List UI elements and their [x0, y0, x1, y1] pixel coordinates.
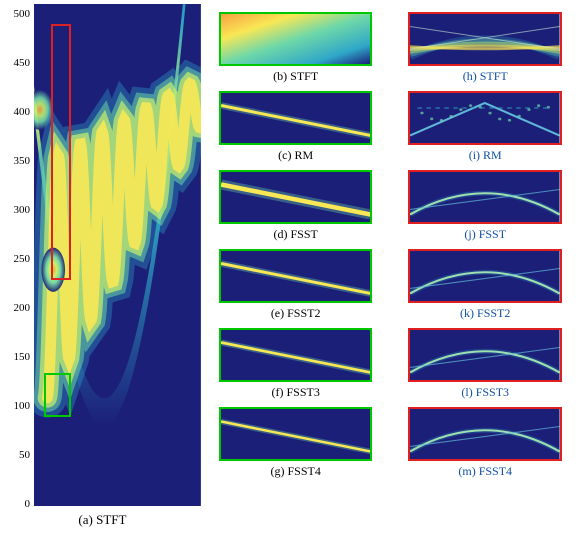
- ytick: 250: [14, 253, 31, 265]
- ytick: 50: [19, 449, 30, 461]
- panel-caption: (l) FSST3: [408, 385, 562, 400]
- panel-image: [408, 170, 562, 224]
- panel-caption: (i) RM: [408, 148, 562, 163]
- panel-image: [408, 12, 562, 66]
- panel-caption: (j) FSST: [408, 227, 562, 242]
- panel-mid-0: (b) STFT: [219, 12, 373, 87]
- panel-caption: (h) STFT: [408, 69, 562, 84]
- panel-image: [219, 170, 373, 224]
- panel-image: [219, 249, 373, 303]
- ytick: 200: [14, 302, 31, 314]
- panel-right-3: (k) FSST2: [408, 249, 562, 324]
- panel-caption: (f) FSST3: [219, 385, 373, 400]
- panel-image: [219, 91, 373, 145]
- panel-right-5: (m) FSST4: [408, 407, 562, 482]
- panel-right-2: (j) FSST: [408, 170, 562, 245]
- panel-image: [408, 407, 562, 461]
- ytick: 350: [14, 155, 31, 167]
- panel-caption: (d) FSST: [219, 227, 373, 242]
- ytick: 100: [14, 400, 31, 412]
- panel-image: [219, 12, 373, 66]
- panel-mid-3: (e) FSST2: [219, 249, 373, 324]
- main-stft-plot: [34, 4, 201, 506]
- panel-image: [219, 328, 373, 382]
- panel-right-0: (h) STFT: [408, 12, 562, 87]
- ytick: 300: [14, 204, 31, 216]
- mid-column: (b) STFT (c) RM (d) FSST (e) FSST2 (f) FSST3…: [201, 4, 391, 548]
- panel-mid-5: (g) FSST4: [219, 407, 373, 482]
- panel-image: [219, 407, 373, 461]
- panel-caption: (c) RM: [219, 148, 373, 163]
- panel-mid-1: (c) RM: [219, 91, 373, 166]
- panel-image: [408, 91, 562, 145]
- panel-mid-2: (d) FSST: [219, 170, 373, 245]
- ytick: 400: [14, 106, 31, 118]
- panel-caption: (m) FSST4: [408, 464, 562, 479]
- panel-caption: (g) FSST4: [219, 464, 373, 479]
- panel-mid-4: (f) FSST3: [219, 328, 373, 403]
- panel-caption: (b) STFT: [219, 69, 373, 84]
- ytick: 0: [25, 498, 31, 510]
- ytick: 150: [14, 351, 31, 363]
- panel-image: [408, 249, 562, 303]
- panel-image: [408, 328, 562, 382]
- panel-right-1: (i) RM: [408, 91, 562, 166]
- y-axis: 050100150200250300350400450500: [4, 4, 34, 506]
- main-caption: (a) STFT: [4, 512, 201, 528]
- panel-caption: (k) FSST2: [408, 306, 562, 321]
- right-column: (h) STFT (i) RM (j) FSST (k) FSST2 (l) FSST3…: [390, 4, 580, 548]
- ytick: 450: [14, 57, 31, 69]
- panel-caption: (e) FSST2: [219, 306, 373, 321]
- ytick: 500: [14, 8, 31, 20]
- panel-right-4: (l) FSST3: [408, 328, 562, 403]
